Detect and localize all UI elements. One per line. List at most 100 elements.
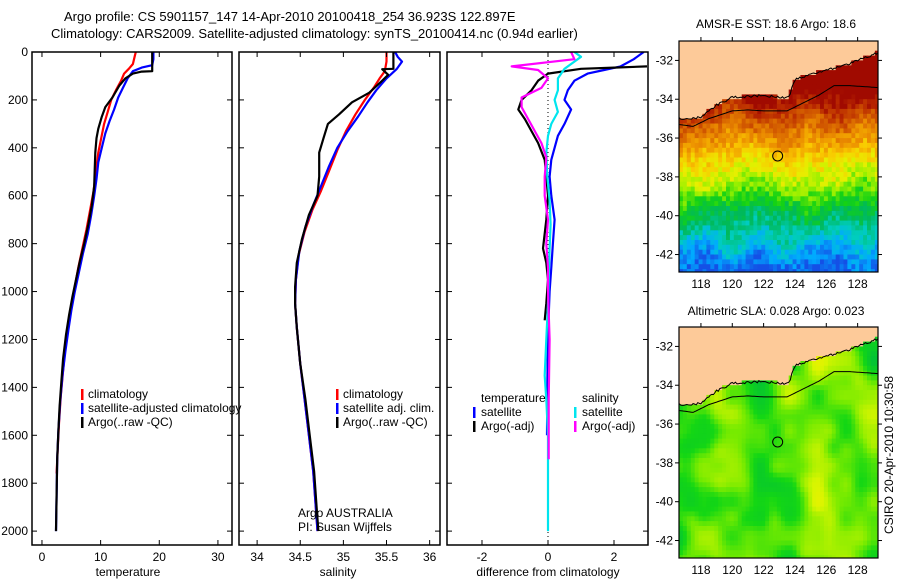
heatmap-cell	[792, 462, 798, 469]
heatmap-cell	[831, 94, 837, 100]
heatmap-cell	[714, 448, 719, 454]
y-tick-label: 800	[8, 237, 28, 251]
heatmap-cell	[859, 526, 864, 532]
x-tick-label: 34	[250, 550, 264, 564]
heatmap-cell	[874, 172, 878, 178]
heatmap-cell	[737, 220, 743, 226]
heatmap-cell	[718, 244, 723, 251]
heatmap-cell	[726, 210, 731, 217]
heatmap-cell	[690, 521, 696, 527]
heatmap-cell	[761, 162, 766, 168]
heatmap-cell	[718, 419, 723, 425]
heatmap-cell	[679, 482, 684, 488]
heatmap-cell	[808, 235, 813, 241]
heatmap-cell	[706, 196, 711, 202]
heatmap-cell	[757, 259, 762, 265]
heatmap-cell	[788, 394, 794, 401]
heatmap-cell	[816, 535, 821, 542]
heatmap-cell	[816, 157, 821, 163]
heatmap-cell	[792, 526, 798, 532]
heatmap-cell	[831, 399, 837, 406]
heatmap-cell	[874, 269, 878, 272]
heatmap-cell	[679, 118, 684, 124]
heatmap-cell	[722, 453, 727, 459]
heatmap-cell	[690, 545, 696, 551]
heatmap-cell	[839, 482, 845, 488]
heatmap-cell	[851, 99, 856, 105]
heatmap-cell	[745, 99, 751, 105]
heatmap-cell	[682, 443, 688, 449]
heatmap-cell	[859, 240, 864, 246]
heatmap-cell	[718, 433, 723, 440]
heatmap-cell	[780, 521, 786, 527]
heatmap-cell	[698, 467, 704, 474]
heatmap-cell	[761, 167, 766, 173]
heatmap-cell	[870, 147, 876, 154]
heatmap-cell	[726, 108, 731, 115]
heatmap-cell	[855, 230, 860, 236]
heatmap-cell	[812, 448, 817, 454]
heatmap-cell	[729, 264, 735, 270]
heatmap-cell	[722, 526, 727, 532]
heatmap-cell	[745, 191, 751, 197]
heatmap-cell	[816, 210, 821, 217]
heatmap-cell	[816, 501, 821, 508]
heatmap-cell	[690, 477, 696, 483]
heatmap-cell	[816, 424, 821, 430]
heatmap-cell	[753, 186, 758, 192]
heatmap-cell	[776, 540, 782, 546]
heatmap-cell	[698, 487, 704, 493]
heatmap-cell	[847, 428, 852, 435]
heatmap-cell	[820, 535, 825, 542]
heatmap-cell	[820, 365, 825, 372]
heatmap-cell	[847, 462, 852, 469]
heatmap-cell	[874, 501, 878, 508]
heatmap-cell	[686, 545, 692, 551]
heatmap-cell	[737, 147, 743, 154]
heatmap-cell	[765, 215, 770, 222]
heatmap-cell	[761, 99, 766, 105]
heatmap-cell	[867, 535, 872, 542]
heatmap-cell	[780, 269, 786, 272]
heatmap-cell	[874, 99, 878, 105]
heatmap-cell	[698, 186, 704, 192]
heatmap-cell	[694, 128, 700, 134]
heatmap-cell	[761, 555, 766, 558]
heatmap-cell	[800, 511, 805, 517]
heatmap-cell	[749, 438, 754, 444]
heatmap-cell	[827, 555, 833, 558]
heatmap-cell	[745, 404, 751, 410]
heatmap-cell	[753, 545, 758, 551]
heatmap-cell	[753, 501, 758, 508]
heatmap-cell	[831, 453, 837, 459]
heatmap-cell	[839, 113, 845, 120]
heatmap-cell	[788, 162, 794, 168]
heatmap-cell	[855, 147, 860, 154]
heatmap-cell	[839, 230, 845, 236]
heatmap-cell	[749, 419, 754, 425]
heatmap-cell	[851, 496, 856, 503]
heatmap-cell	[843, 550, 848, 556]
heatmap-cell	[733, 458, 739, 464]
heatmap-cell	[753, 176, 758, 183]
heatmap-cell	[804, 501, 809, 508]
y-tick-label: 0	[21, 45, 28, 59]
heatmap-cell	[843, 521, 848, 527]
heatmap-cell	[702, 230, 707, 236]
heatmap-cell	[682, 458, 688, 464]
heatmap-cell	[776, 128, 782, 134]
y-tick-label: 1800	[1, 476, 28, 490]
heatmap-cell	[706, 487, 711, 493]
heatmap-cell	[686, 259, 692, 265]
heatmap-cell	[823, 555, 829, 558]
heatmap-cell	[718, 249, 723, 256]
heatmap-cell	[796, 249, 801, 256]
heatmap-cell	[855, 206, 860, 212]
heatmap-cell	[816, 530, 821, 537]
heatmap-cell	[812, 142, 817, 149]
heatmap-cell	[859, 142, 864, 149]
heatmap-cell	[839, 172, 845, 178]
heatmap-cell	[867, 142, 872, 149]
heatmap-cell	[780, 235, 786, 241]
heatmap-cell	[749, 414, 754, 420]
